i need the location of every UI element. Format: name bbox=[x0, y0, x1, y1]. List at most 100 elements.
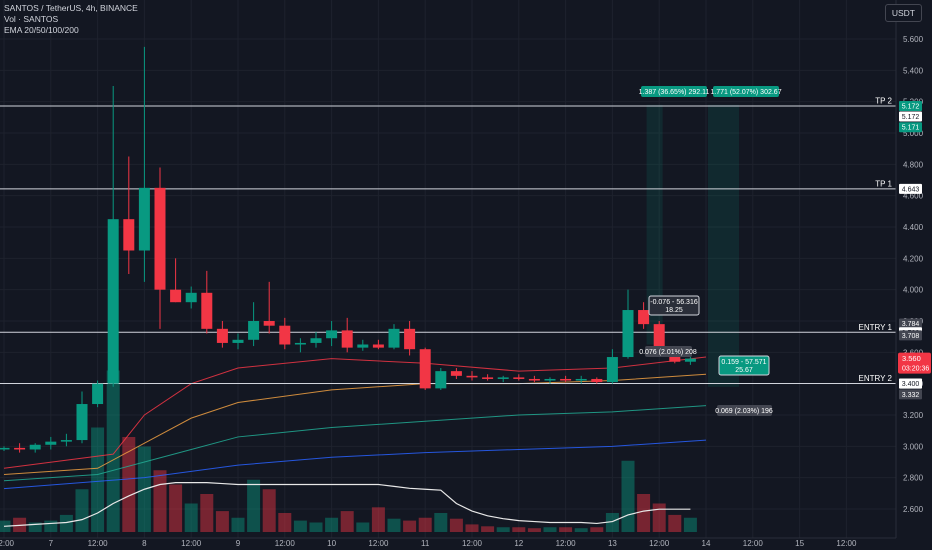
level-label: TP 1 bbox=[875, 179, 892, 188]
time-tick-label: 9 bbox=[236, 539, 241, 548]
candle-body bbox=[45, 441, 57, 445]
volume-bar bbox=[637, 494, 651, 532]
entry1-stop-label: 0.076 (2.01%) 208 bbox=[639, 349, 697, 356]
volume-bar bbox=[325, 517, 339, 532]
volume-bar bbox=[91, 427, 105, 532]
entry1-stop-box bbox=[645, 346, 692, 357]
candle-body bbox=[622, 310, 634, 358]
volume-bar bbox=[28, 522, 42, 532]
volume-bar bbox=[449, 518, 463, 532]
entry1-info-line2: 18.25 bbox=[665, 307, 683, 314]
time-tick-label: 12:00 bbox=[88, 539, 109, 548]
volume-bar bbox=[371, 507, 385, 532]
ema-indicator-line[interactable]: EMA 20/50/100/200 bbox=[4, 25, 79, 35]
price-tick-label: 4.000 bbox=[903, 286, 924, 295]
candle-body bbox=[310, 338, 322, 343]
entry2-stop-label: 0.069 (2.03%) 196 bbox=[715, 408, 773, 415]
time-tick-label: 15 bbox=[795, 539, 804, 548]
candle-body bbox=[684, 358, 696, 362]
entry2-stop-box bbox=[717, 405, 772, 416]
candle-body bbox=[560, 378, 572, 381]
ema-line-ema-20 bbox=[3, 356, 707, 469]
volume-bar bbox=[683, 517, 697, 532]
price-tag-text: 5.172 bbox=[902, 114, 920, 121]
tp1-target-label: 1.387 (36.65%) 292.11 bbox=[639, 89, 710, 96]
candle-body bbox=[606, 357, 618, 383]
volume-bar bbox=[293, 520, 307, 532]
time-tick-label: 12:00 bbox=[462, 539, 483, 548]
countdown-text: 03:20:36 bbox=[902, 366, 929, 373]
candle-body bbox=[388, 328, 400, 348]
volume-bar bbox=[652, 503, 666, 532]
price-tag-box bbox=[899, 318, 922, 329]
volume-bar bbox=[496, 527, 510, 532]
volume-moving-average bbox=[3, 482, 691, 527]
volume-bar bbox=[200, 494, 214, 532]
candle-body bbox=[248, 321, 260, 340]
time-tick-label: 12:00 bbox=[556, 539, 577, 548]
volume-bar bbox=[559, 527, 573, 532]
candle-body bbox=[201, 292, 213, 329]
price-tick-label: 3.000 bbox=[903, 442, 924, 451]
current-price-tag bbox=[898, 352, 931, 374]
current-price-text: 3.560 bbox=[902, 354, 921, 363]
time-tick-label: 12 bbox=[514, 539, 523, 548]
entry1-info-box bbox=[648, 295, 700, 316]
volume-bar bbox=[543, 527, 557, 532]
candle-body bbox=[528, 378, 540, 381]
volume-bar bbox=[387, 518, 401, 532]
price-tick-label: 5.000 bbox=[903, 129, 924, 138]
entry2-info-line2: 25.67 bbox=[735, 367, 753, 374]
price-tag-box bbox=[899, 101, 922, 112]
price-tick-label: 4.400 bbox=[903, 223, 924, 232]
price-tag-text: 5.172 bbox=[902, 104, 920, 111]
volume-bars bbox=[0, 370, 697, 532]
tp2-target-label: 1.771 (52.07%) 302.67 bbox=[710, 89, 781, 96]
time-tick-label: 12:00 bbox=[275, 539, 296, 548]
ema-line-ema-100 bbox=[3, 405, 707, 482]
time-axis[interactable]: 12:00 7 12:00 8 12:00 9 12:00 10 12:00 11 12:00 12 1… bbox=[0, 539, 857, 548]
volume-bar bbox=[169, 484, 183, 532]
time-tick-label: 13 bbox=[608, 539, 617, 548]
price-tag-box bbox=[899, 111, 922, 122]
candle-body bbox=[123, 219, 135, 251]
time-tick-label: 10 bbox=[327, 539, 336, 548]
entry2-info-line1: 0.159 - 57.571 bbox=[721, 359, 766, 366]
price-tag-box bbox=[899, 330, 922, 341]
entry2-info-box bbox=[718, 355, 770, 376]
candle-body bbox=[170, 289, 182, 303]
price-tag-box bbox=[899, 378, 922, 389]
price-tag-box bbox=[899, 183, 922, 194]
price-tags: 5.1725.1725.1714.6433.7843.7283.7083.401… bbox=[898, 101, 931, 400]
price-tick-label: 2.600 bbox=[903, 505, 924, 514]
level-label: ENTRY 1 bbox=[859, 323, 893, 332]
candle-body bbox=[185, 292, 197, 303]
time-tick-label: 12:00 bbox=[743, 539, 764, 548]
volume-indicator-line[interactable]: Vol · SANTOS bbox=[4, 14, 59, 24]
candle-body bbox=[0, 447, 10, 450]
candle-body bbox=[76, 404, 88, 441]
price-tick-label: 3.200 bbox=[903, 411, 924, 420]
time-tick-label: 12:00 bbox=[368, 539, 389, 548]
price-tag-text: 3.400 bbox=[902, 381, 920, 388]
tp2-target-box bbox=[713, 86, 779, 97]
candle-body bbox=[357, 344, 369, 348]
time-tick-label: 8 bbox=[142, 539, 147, 548]
symbol-line[interactable]: SANTOS / TetherUS, 4h, BINANCE bbox=[4, 3, 138, 13]
candle-body bbox=[591, 378, 603, 383]
price-tick-label: 4.600 bbox=[903, 192, 924, 201]
candle-body bbox=[294, 342, 306, 345]
price-tag-box bbox=[899, 122, 922, 133]
candle-body bbox=[60, 440, 72, 442]
price-tag-box bbox=[899, 389, 922, 400]
candles[interactable] bbox=[0, 46, 696, 453]
volume-bar bbox=[106, 370, 120, 532]
volume-bar bbox=[247, 479, 261, 532]
currency-button[interactable]: USDT bbox=[884, 4, 922, 22]
volume-bar bbox=[527, 528, 541, 532]
volume-bar bbox=[309, 522, 323, 532]
candle-body bbox=[341, 330, 353, 348]
price-tag-text: 4.643 bbox=[902, 186, 920, 193]
time-tick-label: 12:00 bbox=[181, 539, 202, 548]
